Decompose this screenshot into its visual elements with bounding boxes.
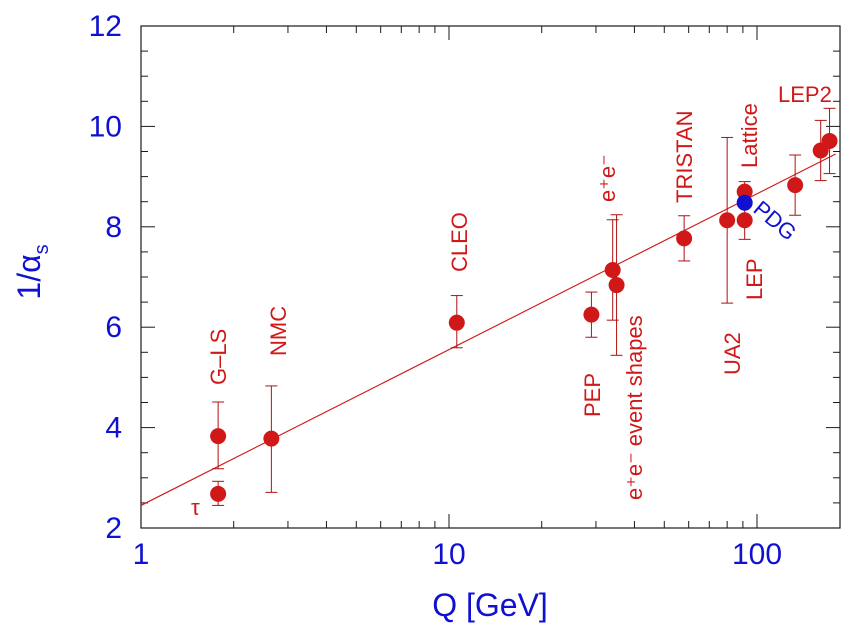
label-lattice: Lattice	[737, 103, 762, 168]
axis-tick-labels: 1 10 100 2 4 6 8 10 12	[89, 10, 782, 571]
y-tick-label: 12	[89, 10, 122, 43]
data-point	[736, 194, 753, 211]
x-tick-label: 10	[432, 538, 465, 571]
y-tick-label: 4	[105, 412, 122, 445]
error-bars	[212, 107, 836, 506]
data-point	[210, 428, 227, 445]
label-pep: PEP	[580, 373, 605, 417]
y-tick-label: 8	[105, 211, 122, 244]
label-pdg: PDG	[749, 196, 802, 246]
label-gls: G–LS	[206, 329, 231, 385]
data-point	[821, 132, 838, 149]
axis-ticks	[140, 25, 840, 529]
data-point	[676, 230, 693, 247]
y-axis-title: 1/αs	[11, 244, 53, 299]
svg-text:1/αs: 1/αs	[11, 244, 53, 299]
x-axis-title: Q [GeV]	[432, 587, 548, 623]
y-axis-title-sub: s	[31, 244, 53, 254]
label-lep2: LEP2	[778, 82, 832, 107]
label-tau: τ	[191, 495, 200, 520]
data-point	[210, 485, 227, 502]
y-tick-label: 6	[105, 311, 122, 344]
data-point	[583, 306, 600, 323]
label-lep: LEP	[742, 258, 767, 300]
y-tick-label: 10	[89, 110, 122, 143]
fit-line	[140, 153, 836, 506]
data-point	[263, 430, 280, 447]
x-tick-label: 100	[732, 538, 782, 571]
data-point	[787, 177, 804, 194]
label-nmc: NMC	[266, 306, 291, 356]
label-ee: e⁺e⁻	[595, 154, 620, 202]
data-point	[604, 261, 621, 278]
label-ua2: UA2	[720, 332, 745, 375]
label-cleo: CLEO	[447, 212, 472, 272]
x-tick-label: 1	[133, 538, 150, 571]
data-point	[719, 212, 736, 229]
data-point	[448, 314, 465, 331]
label-tristan: TRISTAN	[672, 111, 697, 203]
data-points	[210, 132, 838, 502]
data-point	[608, 277, 625, 294]
data-point	[736, 212, 753, 229]
label-ee-event-shapes: e⁺e⁻ event shapes	[622, 315, 647, 500]
y-axis-title-main: 1/α	[11, 254, 47, 299]
y-tick-label: 2	[105, 512, 122, 545]
data-point	[736, 183, 753, 200]
